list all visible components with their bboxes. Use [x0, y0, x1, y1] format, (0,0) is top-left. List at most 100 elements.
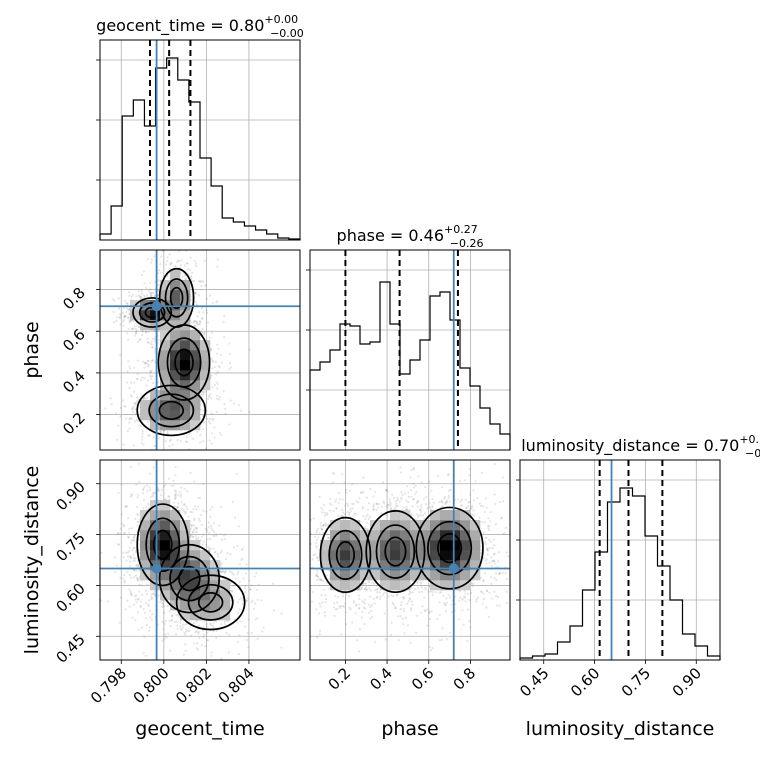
scatter-point — [210, 442, 213, 445]
scatter-point — [409, 607, 413, 610]
scatter-point — [195, 321, 198, 324]
density-cell — [160, 320, 171, 331]
scatter-point — [190, 527, 193, 530]
scatter-point — [208, 439, 211, 442]
scatter-point — [162, 611, 166, 614]
scatter-point — [168, 498, 171, 501]
scatter-point — [129, 592, 132, 595]
scatter-point — [162, 485, 166, 488]
scatter-point — [212, 626, 215, 629]
scatter-point — [196, 526, 199, 529]
density-cell — [160, 340, 171, 351]
scatter-point — [315, 608, 318, 611]
scatter-point — [130, 417, 133, 421]
scatter-point — [135, 330, 138, 333]
scatter-point — [194, 504, 197, 508]
scatter-point — [133, 535, 136, 538]
scatter-point — [123, 579, 126, 583]
scatter-point — [223, 623, 226, 626]
scatter-point — [164, 483, 167, 486]
scatter-point — [223, 408, 227, 411]
scatter-point — [174, 496, 177, 499]
scatter-point — [376, 587, 379, 591]
scatter-point — [192, 507, 195, 511]
scatter-point — [223, 402, 226, 406]
density-cell — [160, 570, 171, 581]
scatter-point — [358, 597, 361, 600]
scatter-point — [128, 386, 131, 389]
scatter-point — [188, 620, 191, 623]
scatter-point — [141, 334, 144, 337]
scatter-point — [119, 354, 122, 357]
scatter-point — [443, 603, 446, 606]
scatter-point — [165, 636, 168, 639]
scatter-point — [212, 534, 215, 537]
scatter-point — [168, 649, 172, 652]
scatter-point — [338, 491, 341, 495]
scatter-point — [414, 493, 417, 496]
scatter-point — [210, 412, 213, 415]
scatter-point — [383, 591, 386, 594]
scatter-point — [316, 556, 319, 559]
scatter-point — [389, 507, 393, 511]
scatter-point — [183, 632, 186, 635]
scatter-point — [318, 602, 321, 605]
scatter-point — [315, 529, 319, 532]
scatter-point — [152, 592, 155, 595]
scatter-point — [224, 558, 228, 561]
scatter-point — [150, 291, 153, 294]
scatter-point — [147, 603, 150, 606]
scatter-point — [138, 325, 141, 329]
scatter-point — [148, 291, 152, 294]
scatter-point — [318, 495, 321, 498]
scatter-point — [438, 601, 441, 604]
scatter-point — [136, 359, 139, 362]
scatter-point — [211, 419, 214, 422]
scatter-point — [117, 491, 120, 495]
scatter-point — [385, 488, 388, 491]
scatter-point — [237, 611, 240, 614]
scatter-point — [194, 526, 197, 529]
scatter-point — [135, 594, 138, 597]
scatter-point — [319, 578, 322, 581]
scatter-point — [171, 614, 174, 617]
scatter-point — [354, 513, 358, 516]
scatter-point — [149, 489, 152, 492]
scatter-point — [322, 523, 326, 526]
scatter-point — [326, 536, 330, 540]
scatter-point — [128, 417, 131, 421]
scatter-point — [216, 258, 219, 261]
density-cell — [170, 580, 181, 591]
panel-frame — [99, 39, 301, 241]
density-cell — [150, 400, 161, 411]
scatter-point — [130, 395, 133, 398]
scatter-point — [484, 559, 487, 562]
scatter-point — [220, 623, 223, 626]
scatter-point — [167, 495, 170, 498]
scatter-point — [423, 517, 426, 520]
scatter-point — [216, 343, 219, 346]
scatter-point — [365, 515, 368, 518]
title-main: geocent_time = 0.80 — [96, 16, 264, 36]
scatter-point — [136, 496, 139, 499]
scatter-point — [365, 521, 369, 525]
scatter-point — [142, 608, 145, 611]
scatter-point — [184, 274, 187, 277]
density-cell — [180, 390, 191, 401]
scatter-point — [151, 381, 155, 385]
scatter-point — [334, 500, 337, 503]
scatter-point — [157, 283, 161, 287]
scatter-point — [214, 550, 217, 553]
scatter-point — [207, 639, 210, 642]
scatter-point — [236, 640, 239, 644]
scatter-point — [385, 489, 388, 492]
scatter-point — [329, 509, 332, 512]
scatter-point — [215, 301, 218, 304]
scatter-point — [238, 598, 241, 601]
scatter-point — [145, 617, 148, 620]
scatter-point — [412, 482, 415, 485]
scatter-point — [213, 535, 216, 538]
scatter-point — [302, 541, 304, 543]
scatter-point — [200, 279, 203, 283]
scatter-point — [147, 289, 151, 293]
